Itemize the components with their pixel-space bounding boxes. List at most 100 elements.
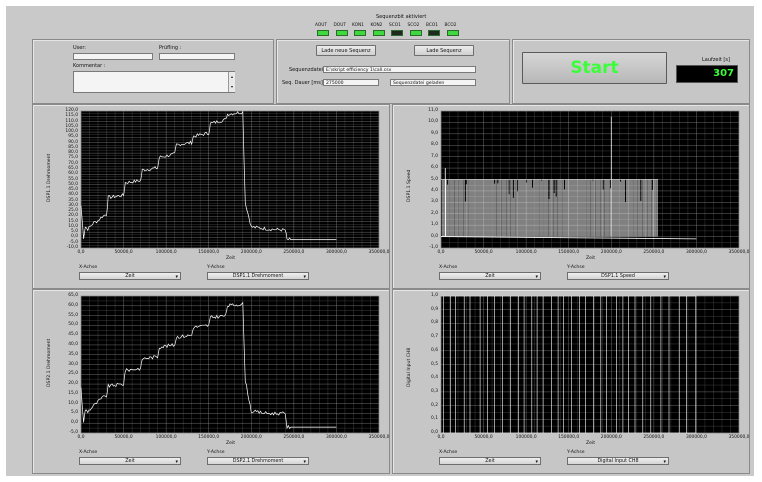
x-tick-label: 350000,0 <box>728 250 750 255</box>
y-tick-label: 0,7 <box>431 334 438 340</box>
x-achse-label: X-Achse <box>79 265 98 270</box>
y-tick-label: 0,2 <box>431 402 438 408</box>
seq-dauer-label: Seq. Dauer [ms] <box>282 80 323 86</box>
x-tick-label: 300000,0 <box>685 435 707 440</box>
y-tick-label: 40,0 <box>68 341 78 347</box>
x-achse-label: X-Achse <box>439 265 458 270</box>
x-tick-label: 300000,0 <box>325 250 347 255</box>
lade-sequenz-button[interactable]: Lade Sequenz <box>414 45 474 56</box>
x-achse-select[interactable]: Zeit <box>79 457 181 466</box>
chart-panel-top-left: 120,0 115,0 110,0 105,0 100,0 95,0 90,0 85,0 80,… <box>32 104 390 289</box>
user-field[interactable] <box>73 53 153 60</box>
status-field: Sequenzdatei geladen <box>390 79 476 86</box>
led-sco1 <box>391 30 403 36</box>
led-dout <box>335 30 348 36</box>
y-achse-select[interactable]: DSP1.1 Drehmoment <box>207 272 309 281</box>
chart-dsp1-speed: 11,0 10,0 9,0 8,0 7,0 6,0 5,0 4,0 3,0 2,0 1,0 0,0 -1… <box>393 105 749 288</box>
start-button[interactable]: Start <box>522 52 667 84</box>
x-tick-label: 50000,0 <box>474 250 493 255</box>
chart-digital-input-ch8: 1,0 0,9 0,8 0,7 0,6 0,5 0,4 0,3 0,2 0,1 0,0 0,0 5000… <box>393 290 749 473</box>
y-tick-label: 8,0 <box>431 142 438 148</box>
plot-border <box>80 110 380 249</box>
y-tick-label: 0,0 <box>431 233 438 239</box>
y-tick-label: 45,0 <box>68 187 78 193</box>
y-tick-label: 25,0 <box>68 371 78 377</box>
y-tick-label: 65,0 <box>68 293 78 298</box>
led-label-dout: DOUT <box>333 23 346 28</box>
x-tick-label: 100000,0 <box>515 250 537 255</box>
start-panel: Start Laufzeit [s] 307 <box>512 39 750 104</box>
x-tick-label: 150000,0 <box>558 435 580 440</box>
y-tick-label: 0,8 <box>431 320 438 326</box>
x-tick-label: 50000,0 <box>474 435 493 440</box>
x-tick-label: 150000,0 <box>558 250 580 255</box>
y-tick-label: 11,0 <box>428 108 438 113</box>
y-tick-label: 6,0 <box>431 165 438 171</box>
seq-dauer-field[interactable]: 275000 <box>323 79 379 86</box>
y-achse-label: Y-Achse <box>567 265 585 270</box>
y-tick-label: 30,0 <box>68 202 78 208</box>
y-tick-label: 75,0 <box>68 155 78 161</box>
y-tick-label: 0,9 <box>431 306 438 312</box>
x-tick-label: 250000,0 <box>283 250 305 255</box>
y-tick-label: -10,0 <box>66 245 78 250</box>
kommentar-scrollbar[interactable]: ▴ ▾ <box>228 72 235 92</box>
y-tick-label: 100,0 <box>65 129 78 135</box>
led-bco1 <box>428 30 440 36</box>
kommentar-label: Kommentar : <box>73 63 106 69</box>
sequenzdatei-label: Sequenzdatei <box>289 67 324 73</box>
y-tick-label: 0,0 <box>71 420 78 426</box>
pruefling-field[interactable] <box>159 53 235 60</box>
kommentar-field[interactable] <box>73 71 235 93</box>
series-line <box>80 301 337 430</box>
x-tick-label: 350000,0 <box>368 435 390 440</box>
y-tick-label: 35,0 <box>68 197 78 203</box>
y-tick-label: 55,0 <box>68 312 78 318</box>
x-achse-label: X-Achse <box>439 450 458 455</box>
x-achse-select[interactable]: Zeit <box>439 457 541 466</box>
y-tick-label: 5,0 <box>431 176 438 182</box>
y-tick-label: 25,0 <box>68 208 78 214</box>
y-tick-label: 60,0 <box>68 171 78 177</box>
chart-panel-top-right: 11,0 10,0 9,0 8,0 7,0 6,0 5,0 4,0 3,0 2,0 1,0 0,0 -1… <box>392 104 750 289</box>
led-label-bco1: BCO1 <box>426 23 438 28</box>
y-tick-label: 50,0 <box>68 181 78 187</box>
y-tick-label: 0,1 <box>431 416 438 422</box>
start-label: Start <box>570 58 619 78</box>
y-tick-label: 50,0 <box>68 322 78 328</box>
y-tick-label: 0,5 <box>431 361 438 367</box>
plot-border <box>80 295 380 434</box>
led-label-aout: AOUT <box>315 23 328 28</box>
y-tick-label: 30,0 <box>68 361 78 367</box>
x-tick-label: 0,0 <box>437 250 445 255</box>
laufzeit-display: 307 <box>676 65 738 83</box>
y-tick-label: -1,0 <box>429 245 438 250</box>
y-achse-label: Y-Achse <box>207 450 225 455</box>
sequenzdatei-field[interactable]: E:\skript efficiency 1\call.csv <box>323 66 476 73</box>
series-bars <box>442 179 658 237</box>
x-tick-label: 100000,0 <box>515 435 537 440</box>
y-tick-label: 20,0 <box>68 381 78 387</box>
y-tick-label: 90,0 <box>68 139 78 145</box>
x-achse-select[interactable]: Zeit <box>79 272 181 281</box>
led-kon1 <box>354 30 366 36</box>
y-tick-label: 9,0 <box>431 130 438 136</box>
y-tick-label: 115,0 <box>65 113 78 119</box>
chart-panel-bottom-right: 1,0 0,9 0,8 0,7 0,6 0,5 0,4 0,3 0,2 0,1 0,0 0,0 5000… <box>392 289 750 474</box>
y-achse-select[interactable]: DSP1.1 Speed <box>567 272 669 281</box>
x-tick-label: 0,0 <box>77 435 85 440</box>
led-label-bco2: BCO2 <box>444 23 457 28</box>
lade-neue-sequenz-button[interactable]: Lade neue Sequenz <box>316 45 376 56</box>
x-tick-label: 200000,0 <box>600 250 622 255</box>
y-achse-select[interactable]: DSP2.1 Drehmoment <box>207 457 309 466</box>
x-achse-select[interactable]: Zeit <box>439 272 541 281</box>
series-baseline <box>440 236 697 240</box>
laufzeit-value: 307 <box>713 68 734 79</box>
y-tick-label: 15,0 <box>68 218 78 224</box>
y-achse-select[interactable]: Digital Input CH8 <box>567 457 669 466</box>
y-tick-label: 55,0 <box>68 176 78 182</box>
y-tick-label: -5,0 <box>69 239 78 245</box>
led-label-sco1: SCO1 <box>389 23 401 28</box>
chart-dsp1-drehmoment: 120,0 115,0 110,0 105,0 100,0 95,0 90,0 85,0 80,… <box>33 105 389 288</box>
y-tick-label: 0,3 <box>431 388 438 394</box>
